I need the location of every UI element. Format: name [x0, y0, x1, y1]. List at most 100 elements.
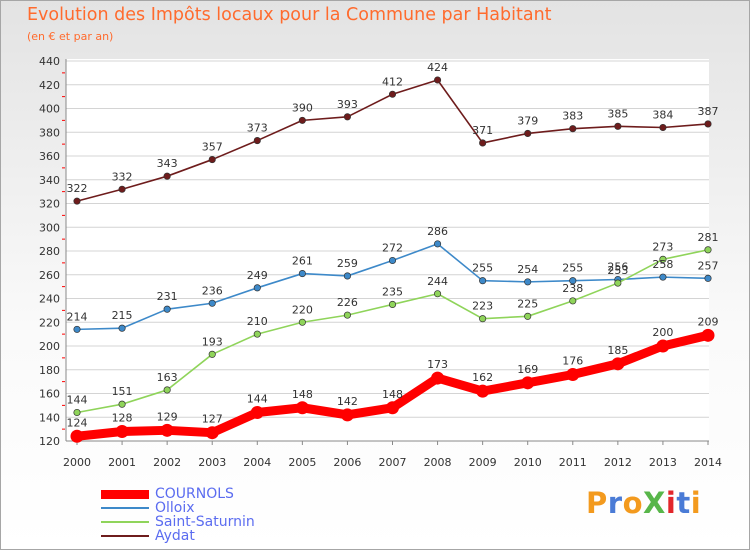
data-label-olloix: 259: [337, 257, 358, 270]
data-point-aydat: [163, 172, 171, 180]
data-label-cournols: 124: [67, 416, 88, 429]
data-label-aydat: 383: [562, 110, 583, 123]
data-point-olloix: [253, 284, 261, 292]
data-point-cournols: [476, 384, 490, 398]
data-point-saint-saturnin: [298, 318, 306, 326]
data-label-aydat: 343: [157, 157, 178, 170]
data-label-saint-saturnin: 210: [247, 315, 268, 328]
data-label-saint-saturnin: 163: [157, 371, 178, 384]
data-point-saint-saturnin: [163, 386, 171, 394]
data-label-saint-saturnin: 244: [427, 275, 448, 288]
data-label-cournols: 169: [517, 363, 538, 376]
y-tick-label: 380: [39, 126, 60, 139]
data-point-cournols: [205, 426, 219, 440]
legend-label: Olloix: [155, 500, 195, 516]
data-label-saint-saturnin: 151: [112, 385, 133, 398]
data-label-saint-saturnin: 281: [698, 231, 719, 244]
data-point-saint-saturnin: [253, 330, 261, 338]
data-labels: 322 332 343 357 373 390 393 412 424 371 379 383 385 3…: [67, 61, 719, 429]
y-tick-label: 220: [39, 316, 60, 329]
legend-item-cournols: COURNOLS: [101, 487, 255, 501]
y-tick-label: 360: [39, 150, 60, 163]
x-tick-label: 2010: [514, 456, 542, 469]
data-point-olloix: [659, 273, 667, 281]
data-label-aydat: 385: [607, 107, 628, 120]
data-point-saint-saturnin: [479, 315, 487, 323]
data-label-cournols: 128: [112, 412, 133, 425]
y-tick-label: 140: [39, 411, 60, 424]
logo-letter: X: [643, 486, 666, 520]
x-tick-label: 2011: [559, 456, 587, 469]
data-point-aydat: [388, 90, 397, 98]
data-point-saint-saturnin: [704, 246, 712, 254]
data-point-cournols: [160, 423, 174, 437]
y-tick-label: 180: [39, 364, 60, 377]
data-point-olloix: [524, 278, 532, 286]
data-point-saint-saturnin: [659, 255, 667, 263]
data-point-aydat: [569, 125, 577, 133]
data-label-olloix: 256: [607, 261, 628, 274]
data-label-aydat: 424: [427, 61, 448, 74]
data-point-aydat: [659, 123, 667, 132]
legend-label: COURNOLS: [155, 486, 234, 502]
data-point-cournols: [70, 429, 84, 443]
x-tick-label: 2001: [108, 456, 136, 469]
chart-title: Evolution des Impôts locaux pour la Comm…: [27, 5, 552, 25]
data-point-olloix: [569, 277, 577, 285]
data-point-olloix: [434, 240, 442, 248]
data-label-aydat: 357: [202, 141, 223, 154]
data-label-aydat: 393: [337, 98, 358, 111]
x-tick-label: 2007: [379, 456, 407, 469]
x-tick-label: 2005: [288, 456, 316, 469]
data-point-cournols: [701, 328, 715, 342]
data-label-olloix: 255: [472, 262, 493, 275]
data-point-cournols: [386, 401, 399, 415]
data-point-saint-saturnin: [434, 290, 442, 298]
data-point-saint-saturnin: [614, 279, 622, 287]
data-point-cournols: [340, 408, 354, 422]
data-label-aydat: 371: [472, 124, 493, 137]
data-label-aydat: 387: [698, 105, 719, 118]
data-point-aydat: [524, 129, 532, 137]
data-point-cournols: [431, 371, 445, 385]
data-point-olloix: [298, 270, 306, 278]
data-label-saint-saturnin: 225: [517, 297, 538, 310]
data-label-saint-saturnin: 193: [202, 335, 223, 348]
data-label-olloix: 215: [112, 309, 133, 322]
data-point-olloix: [163, 305, 171, 313]
logo-letter: i: [690, 486, 702, 520]
logo-letter: t: [676, 486, 691, 520]
data-point-cournols: [521, 376, 535, 390]
data-point-olloix: [118, 324, 126, 332]
series-layer: [70, 76, 715, 443]
data-point-aydat: [704, 120, 712, 128]
data-point-cournols: [295, 401, 309, 415]
y-tick-label: 160: [39, 388, 60, 401]
data-label-saint-saturnin: 235: [382, 285, 403, 298]
data-label-cournols: 185: [607, 344, 628, 357]
y-tick-label: 260: [39, 269, 60, 282]
y-tick-label: 440: [39, 55, 60, 68]
data-label-cournols: 148: [292, 388, 313, 401]
legend-item-olloix: Olloix: [101, 501, 255, 515]
x-tick-label: 2004: [243, 456, 271, 469]
data-label-olloix: 231: [157, 290, 178, 303]
y-tick-label: 120: [39, 435, 60, 448]
x-tick-label: 2008: [424, 456, 452, 469]
data-point-cournols: [566, 368, 580, 381]
data-point-aydat: [253, 137, 261, 145]
data-point-saint-saturnin: [524, 312, 532, 320]
x-tick-label: 2012: [604, 456, 632, 469]
data-label-cournols: 144: [247, 393, 268, 406]
data-point-aydat: [434, 76, 442, 84]
logo-letter: i: [665, 486, 677, 520]
legend-item-aydat: Aydat: [101, 529, 255, 543]
chart-subtitle: (en € et par an): [27, 30, 114, 43]
data-label-olloix: 286: [427, 225, 448, 238]
data-point-aydat: [73, 197, 81, 205]
data-label-cournols: 129: [157, 410, 178, 423]
legend-item-saint-saturnin: Saint-Saturnin: [101, 515, 255, 529]
data-point-saint-saturnin: [343, 311, 351, 319]
data-label-saint-saturnin: 223: [472, 300, 493, 313]
